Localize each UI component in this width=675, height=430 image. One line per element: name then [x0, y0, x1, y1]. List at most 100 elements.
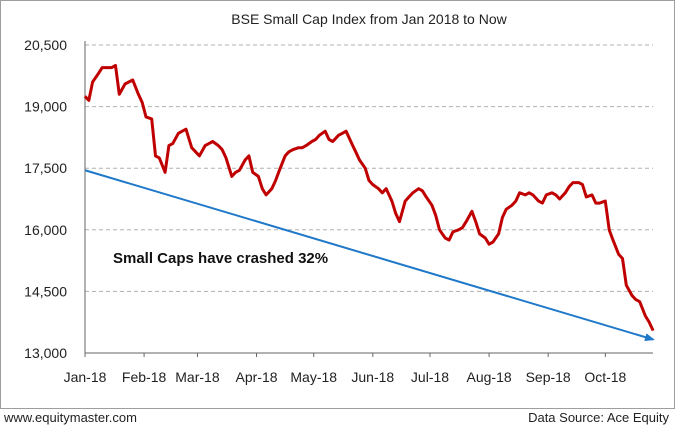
data-point	[181, 130, 183, 132]
data-point	[84, 95, 86, 97]
data-point	[225, 157, 227, 159]
data-point	[221, 149, 223, 151]
x-tick-label: Apr-18	[236, 369, 278, 385]
data-point	[639, 301, 641, 303]
data-point	[368, 179, 370, 182]
data-point	[425, 196, 427, 198]
data-point	[351, 142, 353, 145]
data-point	[585, 196, 587, 198]
data-point	[457, 229, 460, 231]
data-point	[595, 202, 597, 204]
data-point	[194, 151, 197, 153]
data-point	[505, 208, 507, 210]
data-point	[238, 169, 240, 171]
data-point	[172, 142, 174, 145]
data-point	[435, 214, 437, 217]
x-tick-label: May-18	[290, 369, 337, 385]
data-point	[88, 99, 90, 102]
data-point	[364, 167, 366, 169]
data-point	[475, 220, 477, 223]
data-point	[381, 192, 383, 194]
y-tick-label: 17,500	[24, 160, 67, 176]
data-point	[488, 243, 490, 245]
data-point	[417, 188, 420, 190]
data-point	[92, 81, 94, 83]
data-point	[118, 93, 120, 95]
data-point	[297, 147, 300, 149]
data-point	[555, 194, 557, 196]
data-point	[545, 194, 547, 196]
data-point	[345, 130, 347, 132]
data-point	[234, 171, 237, 173]
data-point	[257, 175, 260, 178]
data-point	[581, 184, 584, 186]
data-point	[177, 132, 179, 134]
data-point	[265, 194, 267, 196]
footer-source: Data Source: Ace Equity	[528, 410, 669, 425]
data-point	[404, 200, 406, 202]
data-point	[358, 159, 361, 161]
data-point	[288, 151, 290, 153]
data-point	[168, 145, 170, 147]
data-point	[498, 233, 500, 235]
data-point	[644, 315, 646, 317]
data-point	[278, 169, 281, 171]
data-point	[372, 184, 374, 186]
data-point	[301, 147, 303, 149]
data-point	[568, 186, 570, 188]
x-tick-label: Jun-18	[351, 369, 394, 385]
data-point	[608, 229, 610, 231]
data-point	[151, 118, 153, 120]
x-tick-label: Jul-18	[411, 369, 449, 385]
data-point	[604, 200, 606, 202]
data-point	[284, 155, 286, 157]
data-point	[518, 192, 521, 194]
data-point	[305, 145, 307, 147]
data-point	[145, 116, 147, 118]
annotation-text: Small Caps have crashed 32%	[113, 250, 328, 267]
data-point	[101, 66, 103, 69]
data-point	[652, 329, 654, 332]
index-series-line	[83, 64, 655, 332]
data-point	[599, 202, 601, 204]
data-point	[538, 200, 540, 202]
data-point	[501, 216, 504, 219]
x-tick-label: Jan-18	[64, 369, 107, 385]
x-tick-label: Sep-18	[526, 369, 571, 385]
data-point	[105, 66, 107, 69]
data-point	[328, 138, 330, 141]
data-point	[355, 151, 357, 153]
data-point	[261, 188, 263, 190]
data-point	[625, 284, 627, 286]
data-point	[252, 171, 254, 173]
data-point	[448, 239, 450, 241]
data-point	[412, 192, 414, 194]
data-point	[564, 192, 566, 194]
data-point	[324, 130, 326, 132]
data-point	[572, 181, 574, 184]
data-point	[385, 188, 387, 190]
data-point	[244, 159, 246, 161]
data-point	[621, 257, 624, 260]
chart-title: BSE Small Cap Index from Jan 2018 to Now	[231, 11, 507, 27]
data-point	[551, 192, 553, 194]
data-point	[591, 194, 593, 196]
data-point	[318, 134, 321, 136]
y-tick-label: 13,000	[24, 345, 67, 361]
x-tick-label: Feb-18	[122, 369, 167, 385]
data-point	[528, 192, 530, 194]
y-tick-label: 19,000	[24, 99, 67, 115]
data-point	[128, 81, 130, 83]
data-point	[398, 220, 401, 223]
data-point	[524, 194, 526, 196]
line-chart: BSE Small Cap Index from Jan 2018 to Now…	[24, 11, 655, 385]
data-point	[515, 200, 517, 202]
trend-arrow	[84, 169, 655, 341]
data-point	[452, 231, 454, 233]
data-point	[248, 155, 250, 157]
x-tick-label: Aug-18	[467, 369, 512, 385]
data-point	[438, 229, 441, 231]
x-tick-label: Mar-18	[175, 369, 220, 385]
data-point	[231, 175, 233, 178]
data-point	[541, 202, 544, 204]
